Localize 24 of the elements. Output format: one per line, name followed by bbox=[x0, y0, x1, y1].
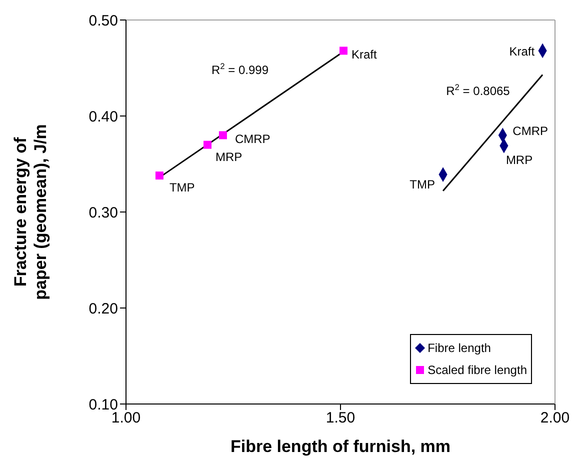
annotation: Kraft bbox=[352, 48, 378, 62]
y-tick-label: 0.50 bbox=[88, 12, 118, 30]
annotation: MRP bbox=[216, 150, 242, 164]
x-axis-title: Fibre length of furnish, mm bbox=[230, 437, 451, 456]
annotation: CMRP bbox=[234, 132, 270, 146]
point bbox=[155, 172, 164, 180]
point bbox=[204, 140, 212, 149]
annotation: R$^{2}$ = 0.8065 bbox=[446, 82, 510, 98]
y-axis-title: Fracture energy of paper (geomean), J/m bbox=[11, 124, 50, 300]
y-tick-label: 0.20 bbox=[88, 300, 118, 318]
x-tick-label: 2.00 bbox=[540, 410, 570, 427]
legend-label: Scaled fibre length bbox=[428, 363, 527, 377]
point bbox=[340, 46, 348, 55]
annotation: TMP bbox=[169, 180, 195, 195]
annotation: Kraft bbox=[509, 44, 536, 59]
point bbox=[218, 131, 227, 140]
annotation: R$^{2}$ = 0.999 bbox=[211, 61, 269, 77]
x-tick-label: 1.50 bbox=[326, 410, 356, 427]
annotation: MRP bbox=[506, 152, 533, 167]
annotation: TMP bbox=[410, 178, 436, 192]
annotation: CMRP bbox=[512, 124, 548, 138]
y-tick-label: 0.40 bbox=[88, 108, 118, 126]
y-tick-label: 0.30 bbox=[88, 204, 118, 222]
legend-label: Fibre length bbox=[428, 341, 491, 355]
